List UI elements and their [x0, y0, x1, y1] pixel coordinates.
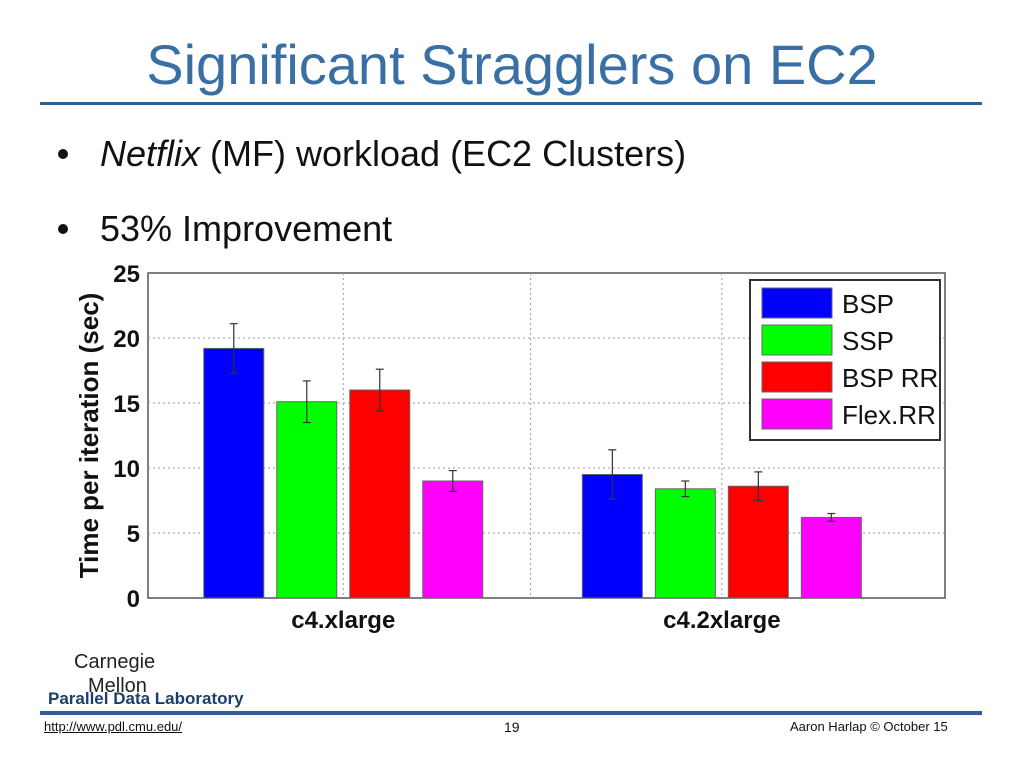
legend-label: BSP RR — [842, 363, 938, 393]
legend-swatch — [761, 324, 833, 356]
legend-swatch — [761, 398, 833, 430]
bullet-improvement: 53% Improvement — [58, 208, 392, 250]
bullet-emphasis: Netflix — [100, 133, 201, 174]
legend-label: BSP — [842, 289, 894, 319]
y-tick-label: 0 — [127, 586, 140, 613]
bullet-text: Netflix (MF) workload (EC2 Clusters) — [100, 133, 686, 174]
bullet-text: 53% Improvement — [100, 208, 393, 249]
y-tick-label: 10 — [113, 456, 140, 483]
bullet-dot-icon — [58, 224, 68, 234]
legend-label: SSP — [842, 326, 894, 356]
legend-swatch — [761, 287, 833, 319]
y-axis-label: Time per iteration (sec) — [74, 293, 104, 579]
bar-bsp — [203, 347, 265, 599]
x-tick-label: c4.2xlarge — [663, 607, 780, 634]
bullet-dot-icon — [58, 149, 68, 159]
slide-title: Significant Stragglers on EC2 — [146, 33, 878, 96]
bar-flex-rr — [422, 480, 484, 599]
copyright-text: Aaron Harlap © October 15 — [790, 719, 948, 734]
legend-label: Flex.RR — [842, 400, 936, 430]
bar-flex-rr — [800, 516, 862, 599]
y-tick-label: 20 — [113, 326, 140, 353]
footer-divider — [40, 711, 982, 715]
brand-line-1: Carnegie — [74, 651, 156, 673]
footer-link[interactable]: http://www.pdl.cmu.edu/ — [44, 719, 183, 734]
brand-line-2: Mellon — [88, 675, 147, 697]
bar-bsp-rr — [349, 389, 411, 599]
bullet-rest: (MF) workload (EC2 Clusters) — [200, 133, 687, 174]
x-tick-label: c4.xlarge — [291, 607, 395, 634]
y-tick-label: 5 — [127, 521, 140, 548]
bar-ssp — [654, 488, 716, 599]
page-number: 19 — [504, 719, 520, 735]
y-tick-label: 15 — [113, 391, 140, 418]
bar-bsp-rr — [727, 485, 789, 599]
bullet-workload: Netflix (MF) workload (EC2 Clusters) — [58, 133, 686, 175]
lab-name: Parallel Data Laboratory — [48, 689, 244, 708]
bar-chart: 0 5 10 15 20 25 c4.xlarge c4.2xlarge Time per it… — [74, 261, 946, 634]
title-divider — [40, 102, 982, 105]
brand-text: Carnegie Mellon — [74, 650, 155, 698]
y-tick-label: 25 — [113, 261, 140, 288]
legend-swatch — [761, 361, 833, 393]
bar-ssp — [276, 401, 338, 599]
